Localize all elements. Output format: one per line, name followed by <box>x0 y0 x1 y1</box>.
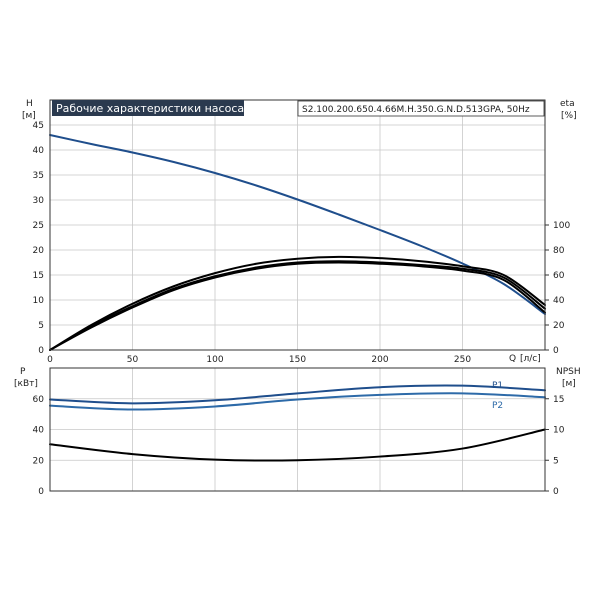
x-tick-label: 0 <box>47 355 53 365</box>
y-left-tick-upper: 25 <box>33 221 44 231</box>
y-left-tick-lower: 60 <box>33 395 45 405</box>
upper-series-line-3 <box>49 261 546 351</box>
upper-series <box>49 134 546 351</box>
y-left-tick-upper: 0 <box>38 346 44 356</box>
lower-series-line-1 <box>49 392 546 411</box>
x-tick-label: 100 <box>206 355 223 365</box>
upper-grid <box>50 100 546 350</box>
y-right-unit-upper: [%] <box>561 111 577 121</box>
y-right-tick-upper: 40 <box>553 296 565 306</box>
y-right-tick-lower: 10 <box>553 426 565 436</box>
upper-series-line-1 <box>49 260 546 351</box>
y-left-tick-upper: 35 <box>33 171 44 181</box>
series-label-p2: P2 <box>492 401 503 411</box>
y-right-tick-upper: 20 <box>553 321 565 331</box>
lower-series <box>49 384 546 462</box>
y-right-unit-lower: [м] <box>562 379 576 389</box>
y-left-tick-upper: 15 <box>33 271 44 281</box>
x-tick-label: 50 <box>127 355 139 365</box>
y-left-unit-lower: [кВт] <box>14 379 38 389</box>
tick-labels: 0 50 100 150 200 2500510152025303540450204060… <box>33 121 571 497</box>
y-left-tick-upper: 20 <box>33 246 45 256</box>
series-label-p1: P1 <box>492 381 503 391</box>
y-right-tick-upper: 60 <box>553 271 565 281</box>
y-right-tick-upper: 80 <box>553 246 565 256</box>
chart-title: Рабочие характеристики насоса <box>56 102 244 115</box>
lower-plot-frame <box>49 367 546 492</box>
title-box <box>52 100 244 116</box>
y-right-tick-lower: 5 <box>553 456 559 466</box>
y-left-tick-upper: 5 <box>38 321 44 331</box>
y-left-label-upper: H <box>26 99 33 109</box>
y-right-tick-upper: 0 <box>553 346 559 356</box>
x-unit: [л/с] <box>520 354 541 364</box>
y-right-label-upper: eta <box>560 99 575 109</box>
lower-series-line-2 <box>49 428 546 462</box>
upper-series-line-2 <box>49 255 546 351</box>
x-tick-label: 250 <box>454 355 471 365</box>
y-right-tick-lower: 0 <box>553 487 559 497</box>
y-right-tick-lower: 15 <box>553 395 564 405</box>
y-left-tick-lower: 0 <box>38 487 44 497</box>
y-left-tick-upper: 10 <box>33 296 45 306</box>
upper-series-line-0 <box>49 134 546 315</box>
y-left-tick-upper: 40 <box>33 146 45 156</box>
y-right-label-lower: NPSH <box>556 367 581 377</box>
upper-plot-frame <box>49 99 546 351</box>
x-label: Q <box>509 354 516 364</box>
model-box <box>297 100 545 117</box>
y-left-tick-upper: 30 <box>33 196 45 206</box>
model-label: S2.100.200.650.4.66M.H.350.G.N.D.513GPA,… <box>302 105 530 115</box>
y-left-unit-upper: [м] <box>22 111 36 121</box>
y-left-tick-lower: 20 <box>33 456 45 466</box>
lower-series-line-0 <box>49 384 546 405</box>
y-right-tick-upper: 100 <box>553 221 570 231</box>
x-tick-label: 150 <box>289 355 306 365</box>
x-tick-label: 200 <box>371 355 388 365</box>
y-left-label-lower: P <box>20 367 26 377</box>
y-left-tick-lower: 40 <box>33 426 45 436</box>
y-left-tick-upper: 45 <box>33 121 44 131</box>
